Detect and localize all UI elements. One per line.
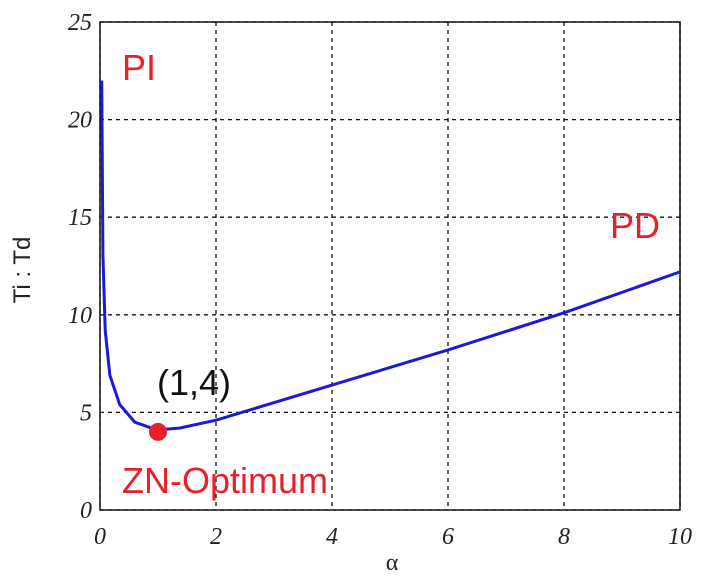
annotation: PI [122,47,156,88]
x-tick-label: 0 [94,524,106,550]
x-tick-label: 4 [326,524,338,550]
plot-frame [99,21,681,511]
x-tick-label: 6 [442,524,454,550]
y-tick-label: 25 [68,10,92,36]
x-tick-label: 10 [668,524,692,550]
optimum-point [149,422,167,441]
annotation: ZN-Optimum [122,460,328,501]
annotation: PD [610,205,660,246]
annotation: (1,4) [157,362,231,403]
y-tick-label: 15 [68,205,92,231]
y-axis-label: Ti : Td [9,237,36,304]
x-axis-label: α [386,550,399,576]
x-tick-label: 2 [210,524,222,550]
y-tick-label: 10 [68,303,92,329]
y-tick-label: 20 [68,108,92,134]
y-tick-label: 0 [80,498,92,524]
y-tick-label: 5 [80,400,92,426]
x-tick-label: 8 [558,524,570,550]
